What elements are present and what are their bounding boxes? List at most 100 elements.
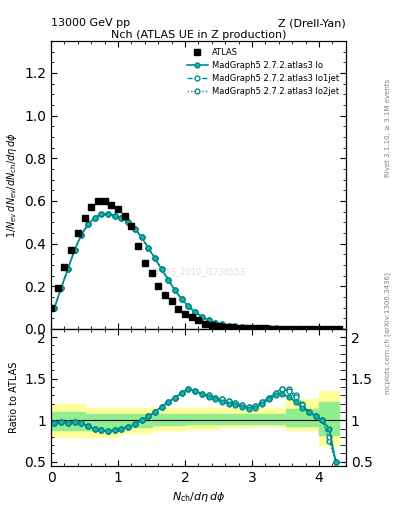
MadGraph5 2.7.2.atlas3 lo (273, 326, 278, 332)
Line: MadGraph5 2.7.2.atlas3 lo: MadGraph5 2.7.2.atlas3 lo (52, 211, 338, 331)
MadGraph5 2.7.2.atlas3 lo (246, 325, 251, 331)
MadGraph5 2.7.2.atlas3 lo2jet (240, 324, 244, 330)
Text: ATLAS_2019_I1736553: ATLAS_2019_I1736553 (151, 267, 246, 276)
ATLAS (277, 326, 281, 332)
MadGraph5 2.7.2.atlas3 lo2jet (313, 326, 318, 332)
ATLAS (89, 204, 94, 210)
MadGraph5 2.7.2.atlas3 lo2jet (320, 326, 325, 332)
MadGraph5 2.7.2.atlas3 lo (139, 234, 144, 240)
Line: MadGraph5 2.7.2.atlas3 lo2jet: MadGraph5 2.7.2.atlas3 lo2jet (52, 211, 338, 331)
MadGraph5 2.7.2.atlas3 lo2jet (92, 215, 97, 221)
ATLAS (136, 243, 141, 249)
MadGraph5 2.7.2.atlas3 lo1jet (273, 326, 278, 332)
X-axis label: $N_\mathrm{ch}/d\eta\,d\phi$: $N_\mathrm{ch}/d\eta\,d\phi$ (172, 490, 225, 504)
MadGraph5 2.7.2.atlas3 lo1jet (112, 213, 117, 219)
MadGraph5 2.7.2.atlas3 lo2jet (152, 255, 157, 262)
ATLAS (236, 325, 241, 331)
MadGraph5 2.7.2.atlas3 lo1jet (286, 326, 291, 332)
ATLAS (55, 285, 60, 291)
Legend: ATLAS, MadGraph5 2.7.2.atlas3 lo, MadGraph5 2.7.2.atlas3 lo1jet, MadGraph5 2.7.2: ATLAS, MadGraph5 2.7.2.atlas3 lo, MadGra… (185, 45, 342, 99)
Y-axis label: Ratio to ATLAS: Ratio to ATLAS (9, 361, 19, 433)
MadGraph5 2.7.2.atlas3 lo1jet (246, 325, 251, 331)
ATLAS (123, 213, 127, 219)
ATLAS (82, 215, 87, 221)
Text: Z (Drell-Yan): Z (Drell-Yan) (278, 18, 346, 28)
MadGraph5 2.7.2.atlas3 lo1jet (59, 285, 64, 291)
MadGraph5 2.7.2.atlas3 lo2jet (66, 266, 70, 272)
MadGraph5 2.7.2.atlas3 lo (72, 247, 77, 253)
MadGraph5 2.7.2.atlas3 lo (159, 266, 164, 272)
ATLAS (143, 260, 147, 266)
MadGraph5 2.7.2.atlas3 lo (92, 215, 97, 221)
MadGraph5 2.7.2.atlas3 lo1jet (333, 326, 338, 332)
ATLAS (189, 314, 194, 320)
MadGraph5 2.7.2.atlas3 lo2jet (99, 210, 104, 217)
Text: mcplots.cern.ch [arXiv:1306.3436]: mcplots.cern.ch [arXiv:1306.3436] (384, 272, 391, 394)
MadGraph5 2.7.2.atlas3 lo (300, 326, 305, 332)
MadGraph5 2.7.2.atlas3 lo2jet (226, 323, 231, 329)
ATLAS (250, 325, 254, 331)
MadGraph5 2.7.2.atlas3 lo (86, 221, 90, 227)
MadGraph5 2.7.2.atlas3 lo2jet (112, 213, 117, 219)
MadGraph5 2.7.2.atlas3 lo2jet (173, 287, 177, 293)
MadGraph5 2.7.2.atlas3 lo1jet (266, 325, 271, 331)
MadGraph5 2.7.2.atlas3 lo1jet (132, 226, 137, 232)
MadGraph5 2.7.2.atlas3 lo (106, 210, 110, 217)
MadGraph5 2.7.2.atlas3 lo1jet (193, 309, 197, 315)
ATLAS (263, 325, 268, 331)
MadGraph5 2.7.2.atlas3 lo (333, 326, 338, 332)
MadGraph5 2.7.2.atlas3 lo1jet (186, 304, 191, 310)
MadGraph5 2.7.2.atlas3 lo (260, 325, 264, 331)
MadGraph5 2.7.2.atlas3 lo1jet (159, 266, 164, 272)
MadGraph5 2.7.2.atlas3 lo (266, 325, 271, 331)
MadGraph5 2.7.2.atlas3 lo (126, 219, 130, 225)
MadGraph5 2.7.2.atlas3 lo2jet (220, 322, 224, 328)
Y-axis label: $1/N_\mathrm{ev}\,dN_\mathrm{ev}/dN_\mathrm{ch}/d\eta\,d\phi$: $1/N_\mathrm{ev}\,dN_\mathrm{ev}/dN_\mat… (5, 132, 19, 238)
MadGraph5 2.7.2.atlas3 lo (220, 322, 224, 328)
MadGraph5 2.7.2.atlas3 lo1jet (320, 326, 325, 332)
MadGraph5 2.7.2.atlas3 lo1jet (139, 234, 144, 240)
MadGraph5 2.7.2.atlas3 lo (112, 213, 117, 219)
MadGraph5 2.7.2.atlas3 lo (320, 326, 325, 332)
ATLAS (75, 230, 80, 236)
MadGraph5 2.7.2.atlas3 lo2jet (233, 324, 238, 330)
MadGraph5 2.7.2.atlas3 lo1jet (66, 266, 70, 272)
MadGraph5 2.7.2.atlas3 lo (173, 287, 177, 293)
MadGraph5 2.7.2.atlas3 lo1jet (86, 221, 90, 227)
MadGraph5 2.7.2.atlas3 lo1jet (126, 219, 130, 225)
Line: ATLAS: ATLAS (48, 198, 343, 332)
ATLAS (169, 298, 174, 304)
MadGraph5 2.7.2.atlas3 lo2jet (206, 317, 211, 323)
MadGraph5 2.7.2.atlas3 lo1jet (260, 325, 264, 331)
MadGraph5 2.7.2.atlas3 lo (206, 317, 211, 323)
MadGraph5 2.7.2.atlas3 lo2jet (246, 325, 251, 331)
MadGraph5 2.7.2.atlas3 lo (99, 210, 104, 217)
MadGraph5 2.7.2.atlas3 lo1jet (313, 326, 318, 332)
MadGraph5 2.7.2.atlas3 lo2jet (146, 245, 151, 251)
ATLAS (62, 264, 67, 270)
MadGraph5 2.7.2.atlas3 lo1jet (280, 326, 285, 332)
MadGraph5 2.7.2.atlas3 lo2jet (280, 326, 285, 332)
MadGraph5 2.7.2.atlas3 lo2jet (119, 215, 124, 221)
MadGraph5 2.7.2.atlas3 lo (132, 226, 137, 232)
ATLAS (216, 323, 221, 329)
MadGraph5 2.7.2.atlas3 lo1jet (220, 322, 224, 328)
MadGraph5 2.7.2.atlas3 lo2jet (139, 234, 144, 240)
MadGraph5 2.7.2.atlas3 lo2jet (59, 285, 64, 291)
ATLAS (129, 223, 134, 229)
MadGraph5 2.7.2.atlas3 lo1jet (166, 276, 171, 283)
MadGraph5 2.7.2.atlas3 lo2jet (159, 266, 164, 272)
MadGraph5 2.7.2.atlas3 lo2jet (106, 210, 110, 217)
MadGraph5 2.7.2.atlas3 lo2jet (86, 221, 90, 227)
ATLAS (203, 321, 208, 327)
ATLAS (49, 305, 53, 311)
ATLAS (102, 198, 107, 204)
MadGraph5 2.7.2.atlas3 lo1jet (92, 215, 97, 221)
Text: 13000 GeV pp: 13000 GeV pp (51, 18, 130, 28)
MadGraph5 2.7.2.atlas3 lo2jet (200, 314, 204, 320)
MadGraph5 2.7.2.atlas3 lo1jet (253, 325, 258, 331)
ATLAS (183, 311, 187, 317)
MadGraph5 2.7.2.atlas3 lo (66, 266, 70, 272)
MadGraph5 2.7.2.atlas3 lo (200, 314, 204, 320)
ATLAS (337, 326, 342, 332)
